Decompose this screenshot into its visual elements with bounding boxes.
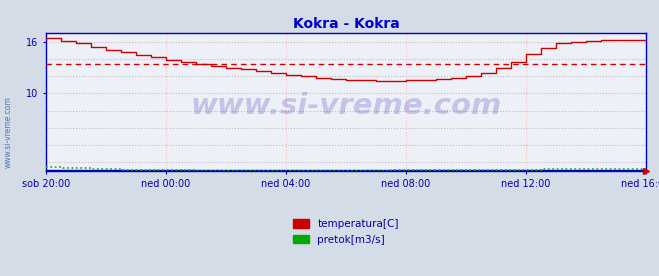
Text: www.si-vreme.com: www.si-vreme.com xyxy=(190,92,501,120)
Title: Kokra - Kokra: Kokra - Kokra xyxy=(293,17,399,31)
Legend: temperatura[C], pretok[m3/s]: temperatura[C], pretok[m3/s] xyxy=(289,215,403,249)
Text: www.si-vreme.com: www.si-vreme.com xyxy=(3,97,13,168)
